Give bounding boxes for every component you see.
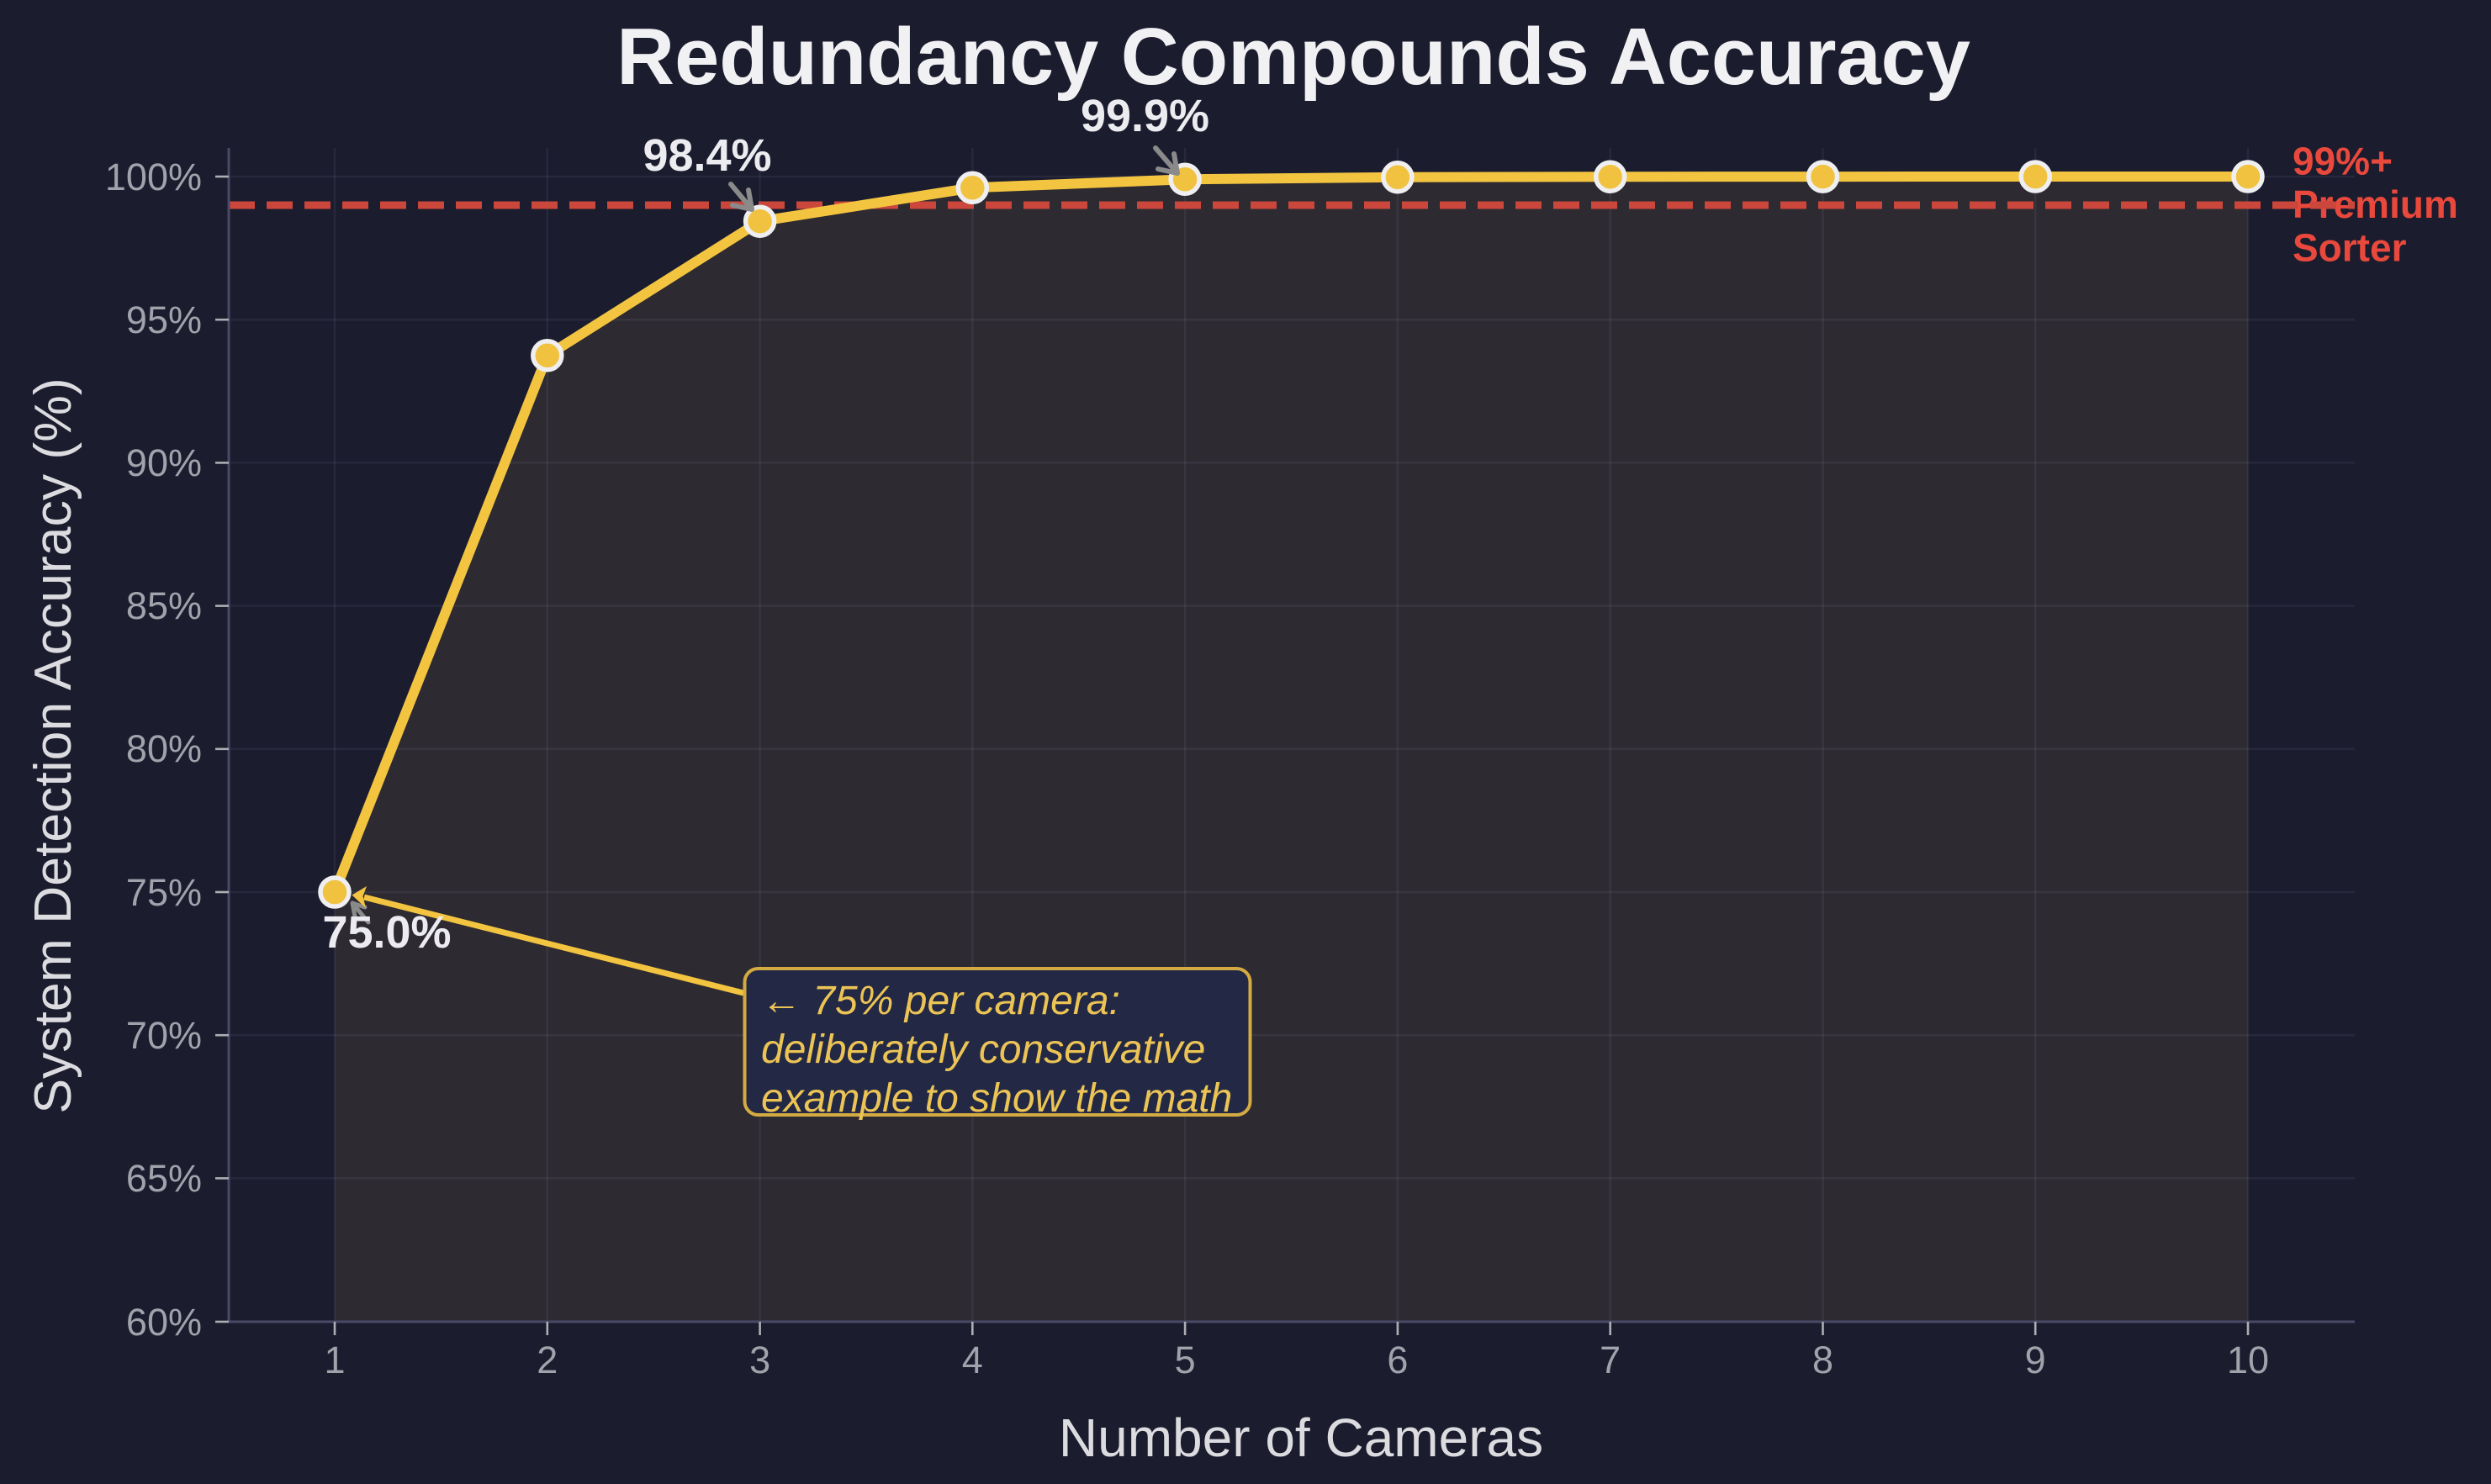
svg-text:← 75% per camera:: ← 75% per camera:: [761, 979, 1120, 1023]
svg-text:Number of Cameras: Number of Cameras: [1059, 1407, 1543, 1468]
svg-text:85%: 85%: [126, 584, 202, 627]
svg-text:75%: 75%: [126, 871, 202, 914]
svg-text:90%: 90%: [126, 441, 202, 484]
svg-text:100%: 100%: [105, 156, 202, 198]
svg-text:10: 10: [2227, 1339, 2269, 1381]
svg-text:6: 6: [1387, 1339, 1408, 1381]
svg-text:98.4%: 98.4%: [643, 130, 771, 181]
svg-text:80%: 80%: [126, 727, 202, 770]
svg-text:7: 7: [1600, 1339, 1621, 1381]
svg-text:1: 1: [324, 1339, 345, 1381]
svg-text:3: 3: [749, 1339, 770, 1381]
svg-text:example to show the math: example to show the math: [761, 1076, 1232, 1121]
svg-text:65%: 65%: [126, 1157, 202, 1200]
svg-text:4: 4: [962, 1339, 983, 1381]
svg-text:60%: 60%: [126, 1301, 202, 1344]
svg-text:Sorter: Sorter: [2293, 226, 2407, 270]
svg-text:75.0%: 75.0%: [322, 907, 451, 958]
svg-text:5: 5: [1175, 1339, 1196, 1381]
svg-text:Redundancy Compounds Accuracy: Redundancy Compounds Accuracy: [616, 13, 1970, 102]
svg-text:70%: 70%: [126, 1014, 202, 1057]
svg-text:99.9%: 99.9%: [1081, 91, 1209, 141]
svg-text:8: 8: [1812, 1339, 1833, 1381]
svg-text:9: 9: [2025, 1339, 2046, 1381]
svg-text:deliberately conservative: deliberately conservative: [761, 1027, 1205, 1072]
svg-text:99%+: 99%+: [2293, 140, 2393, 183]
svg-text:95%: 95%: [126, 298, 202, 341]
svg-text:System Detection Accuracy (%): System Detection Accuracy (%): [24, 378, 82, 1113]
svg-text:2: 2: [537, 1339, 558, 1381]
